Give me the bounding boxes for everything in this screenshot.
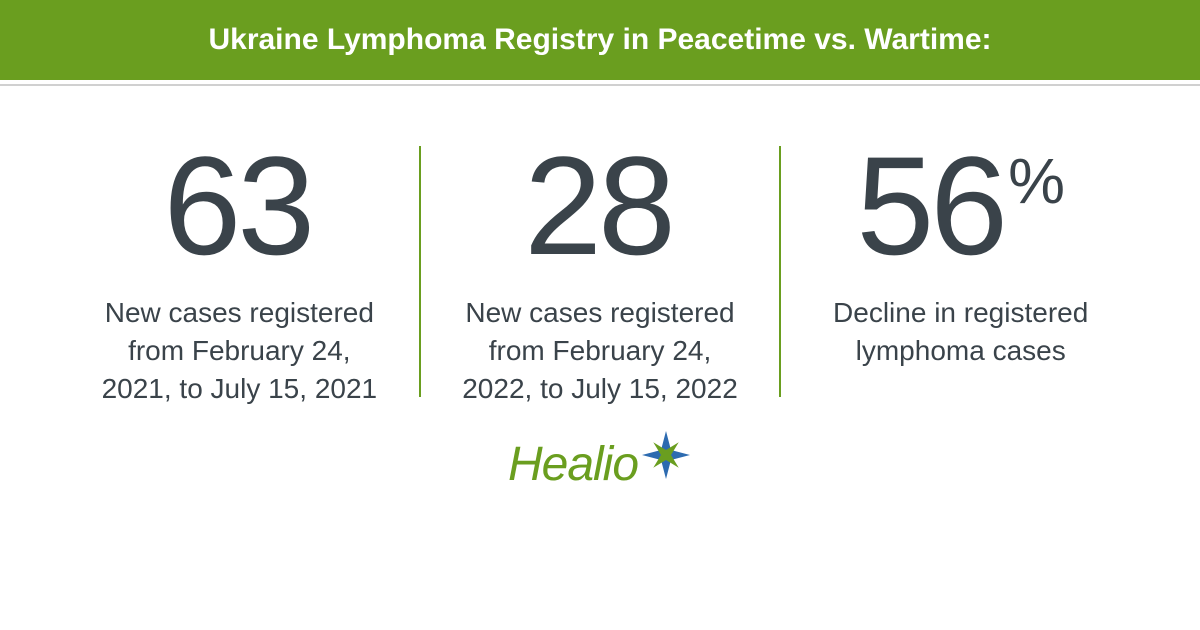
stat-label: Decline in registered lymphoma cases — [811, 294, 1110, 370]
stat-value: 63 — [163, 136, 311, 276]
stats-row: 63 New cases registered from February 24… — [0, 86, 1200, 427]
logo: Healio — [0, 437, 1200, 492]
header-title: Ukraine Lymphoma Registry in Peacetime v… — [208, 23, 991, 57]
stat-value: 56 — [856, 136, 1004, 276]
stat-peacetime: 63 New cases registered from February 24… — [60, 136, 419, 407]
stat-label: New cases registered from February 24, 2… — [451, 294, 750, 407]
stat-value: 28 — [524, 136, 672, 276]
stat-unit: % — [1008, 144, 1065, 218]
stat-decline: 56 % Decline in registered lymphoma case… — [781, 136, 1140, 407]
stat-wartime: 28 New cases registered from February 24… — [421, 136, 780, 407]
logo-text: Healio — [508, 437, 638, 492]
star-icon — [640, 429, 692, 481]
header-bar: Ukraine Lymphoma Registry in Peacetime v… — [0, 0, 1200, 80]
stat-label: New cases registered from February 24, 2… — [90, 294, 389, 407]
